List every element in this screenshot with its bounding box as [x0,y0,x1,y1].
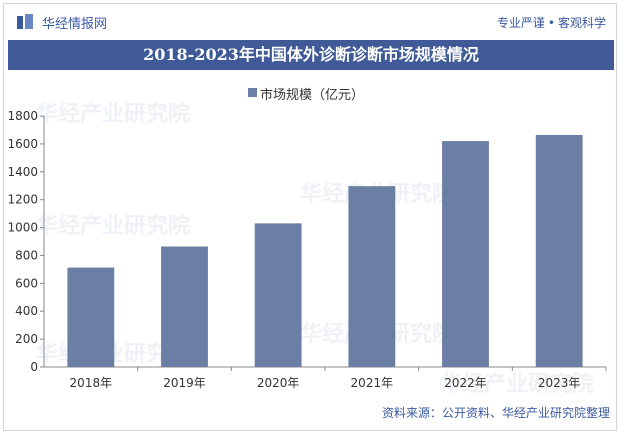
x-tick-label: 2019年 [163,376,206,390]
x-tick-label: 2020年 [257,376,300,390]
y-tick-label: 1200 [7,193,38,207]
bar [535,134,583,367]
source-note: 资料来源：公开资料、华经产业研究院整理 [381,406,610,420]
x-tick-label: 2023年 [538,376,581,390]
y-tick-label: 800 [15,248,38,262]
bar [348,186,396,367]
y-tick-label: 600 [15,276,38,290]
logo-icon [17,14,33,29]
y-tick-label: 1800 [7,109,38,123]
chart-title: 2018-2023年中国体外诊断诊断市场规模情况 [143,45,479,64]
x-tick-label: 2021年 [351,376,394,390]
logo-text: 华经情报网 [42,17,108,32]
header: 华经情报网 专业严谨 • 客观科学 [8,10,614,36]
slogan-separator: • [547,16,555,30]
legend-label: 市场规模（亿元） [260,88,365,103]
bar [67,267,115,367]
y-tick-label: 1400 [7,165,38,179]
slogan: 专业严谨 • 客观科学 [497,14,606,31]
bar [442,141,489,367]
bar [161,246,208,367]
legend-swatch [248,88,257,97]
title-bar: 2018-2023年中国体外诊断诊断市场规模情况 [8,40,614,70]
x-tick-label: 2022年 [444,376,487,390]
y-tick-label: 1000 [7,221,38,235]
chart-frame [3,3,617,431]
bar [254,223,302,367]
y-tick-label: 1600 [7,137,38,151]
slogan-right: 客观科学 [557,16,606,30]
y-tick-label: 400 [15,304,38,318]
slogan-left: 专业严谨 [496,16,545,30]
y-tick-label: 0 [30,360,38,374]
x-tick-label: 2018年 [70,376,113,390]
y-tick-label: 200 [15,332,38,346]
